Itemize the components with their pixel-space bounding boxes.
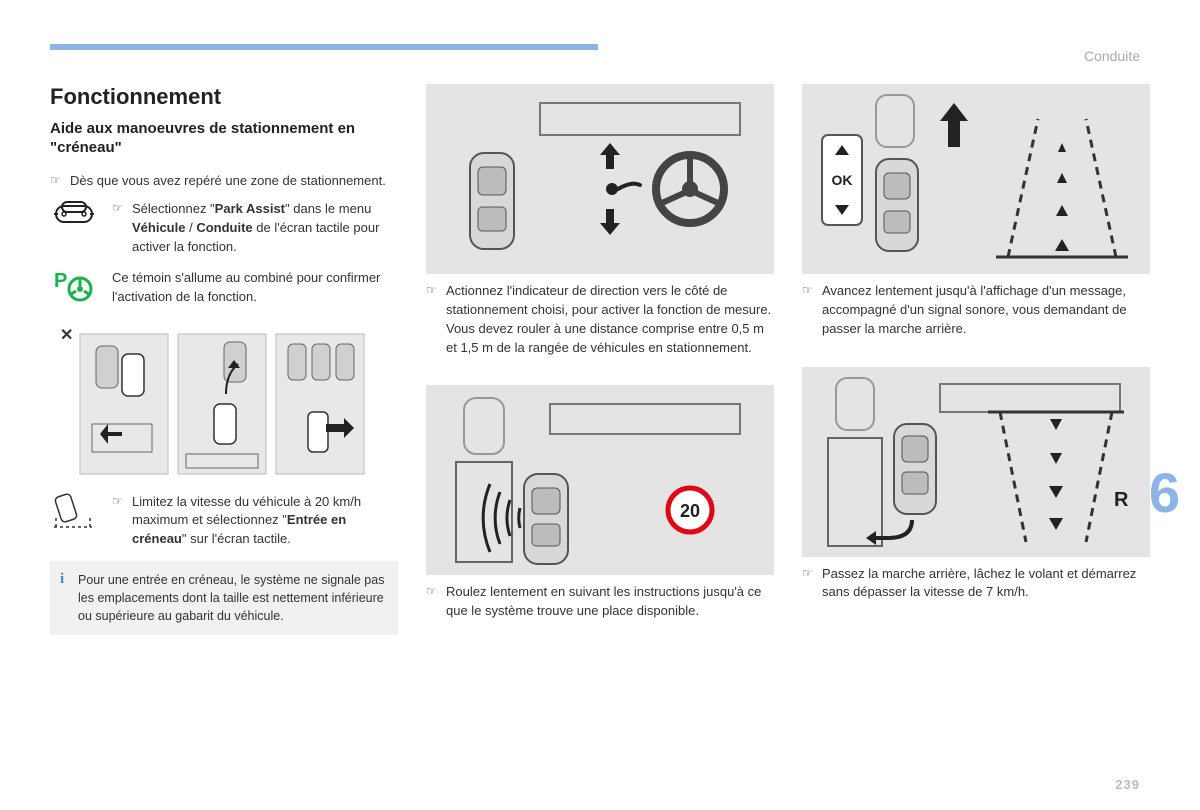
- step-activate-indicator: Actionnez l'indicateur de direction vers…: [426, 282, 774, 357]
- step-select-text: Sélectionnez "Park Assist" dans le menu …: [112, 200, 398, 257]
- page-subtitle: Aide aux manoeuvres de stationnement en …: [50, 120, 398, 158]
- svg-text:R: R: [1114, 489, 1129, 511]
- step-limit-text: Limitez la vitesse du véhicule à 20 km/h…: [112, 493, 398, 550]
- svg-text:OK: OK: [832, 172, 853, 188]
- section-label: Conduite: [1084, 48, 1140, 64]
- svg-text:P: P: [54, 270, 67, 292]
- info-note: Pour une entrée en créneau, le système n…: [50, 561, 398, 635]
- parking-slot-icon: [50, 493, 98, 533]
- park-assist-indicator-icon: P: [50, 269, 98, 305]
- step-indicator-on: P Ce témoin s'allume au combiné pour con…: [50, 269, 398, 307]
- column-middle: Actionnez l'indicateur de direction vers…: [426, 48, 774, 635]
- column-right: OK Avancez lentement jusqu'à l'affichage: [802, 48, 1150, 635]
- step-limit-speed: Limitez la vitesse du véhicule à 20 km/h…: [50, 493, 398, 550]
- close-icon: ✕: [60, 325, 73, 345]
- step-spot-zone: Dès que vous avez repéré une zone de sta…: [50, 172, 398, 191]
- column-left: Fonctionnement Aide aux manoeuvres de st…: [50, 48, 398, 635]
- indicator-text: Ce témoin s'allume au combiné pour confi…: [112, 269, 398, 307]
- chapter-number: 6: [1149, 460, 1180, 525]
- speed-limit-value: 20: [680, 501, 700, 521]
- page-number: 239: [1115, 777, 1140, 792]
- step-drive-slowly: Roulez lentement en suivant les instruct…: [426, 583, 774, 621]
- header-accent-bar: [50, 44, 598, 50]
- step-select-park-assist: Sélectionnez "Park Assist" dans le menu …: [50, 200, 398, 257]
- page-title: Fonctionnement: [50, 84, 398, 110]
- mode-selection-figure: ✕: [50, 319, 398, 489]
- figure-scan: 20: [426, 385, 774, 575]
- figure-advance: OK: [802, 84, 1150, 274]
- figure-reverse: R: [802, 367, 1150, 557]
- figure-indicator: [426, 84, 774, 274]
- car-front-icon: [50, 200, 98, 230]
- step-advance: Avancez lentement jusqu'à l'affichage d'…: [802, 282, 1150, 339]
- step-reverse: Passez la marche arrière, lâchez le vola…: [802, 565, 1150, 603]
